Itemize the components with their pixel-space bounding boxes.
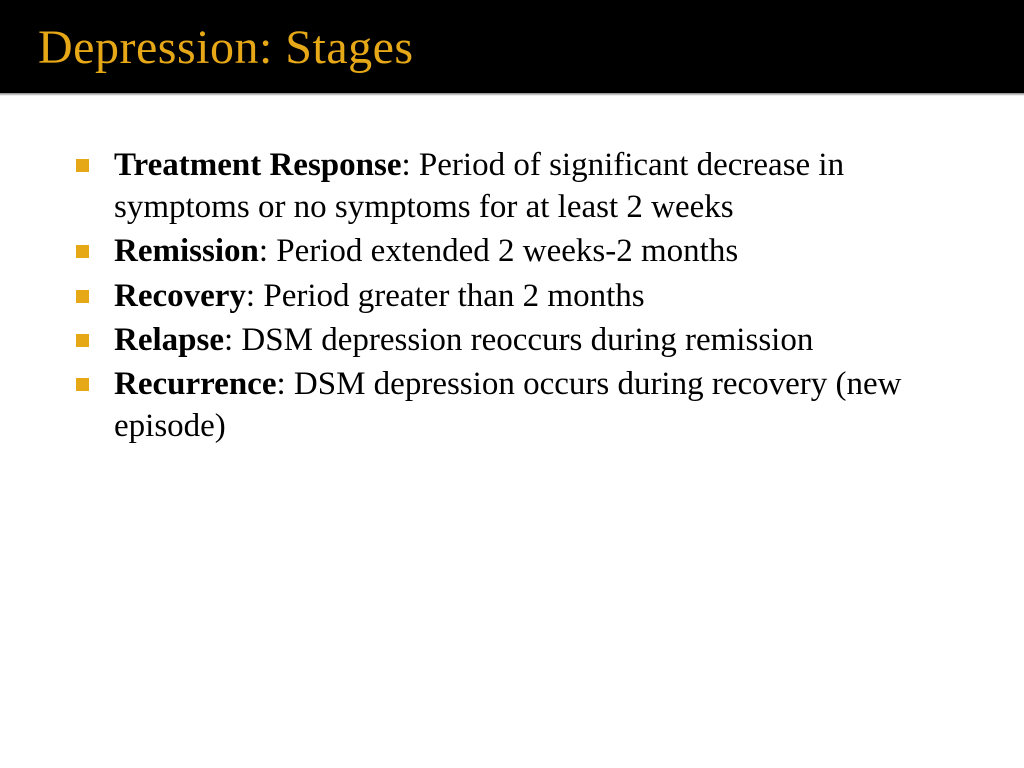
bullet-list: Treatment Response: Period of significan… xyxy=(70,144,954,448)
term: Remission xyxy=(114,233,259,269)
definition: : Period greater than 2 months xyxy=(246,278,645,314)
term: Treatment Response xyxy=(114,147,402,183)
term: Recovery xyxy=(114,278,246,314)
list-item: Relapse: DSM depression reoccurs during … xyxy=(70,319,954,361)
term: Recurrence xyxy=(114,366,276,402)
list-item: Treatment Response: Period of significan… xyxy=(70,144,954,228)
slide-header: Depression: Stages xyxy=(0,0,1024,93)
list-item: Recovery: Period greater than 2 months xyxy=(70,275,954,317)
list-item: Remission: Period extended 2 weeks-2 mon… xyxy=(70,230,954,272)
term: Relapse xyxy=(114,322,224,358)
list-item: Recurrence: DSM depression occurs during… xyxy=(70,363,954,447)
definition: : DSM depression reoccurs during remissi… xyxy=(224,322,813,358)
definition: : Period extended 2 weeks-2 months xyxy=(259,233,738,269)
slide-title: Depression: Stages xyxy=(38,20,1024,75)
slide-body: Treatment Response: Period of significan… xyxy=(0,96,1024,448)
